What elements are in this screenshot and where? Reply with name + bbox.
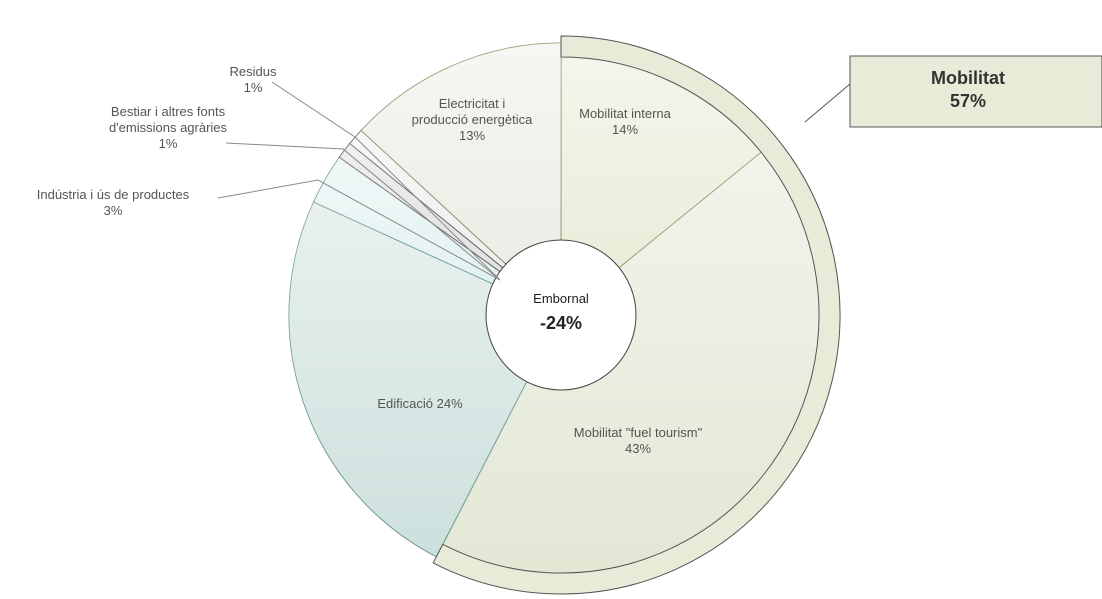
label-residus: Residus 1% <box>230 64 277 95</box>
callout-connector <box>804 83 851 123</box>
center-circle <box>485 239 637 391</box>
callout-box-mobilitat <box>849 55 1102 128</box>
label-bestiar: Bestiar i altres fonts d'emissions agràri… <box>109 104 228 151</box>
leader-line-bestiar <box>225 142 501 281</box>
leader-line-residus <box>271 81 501 281</box>
label-industria: Indústria i ús de productes 3% <box>37 187 190 218</box>
group-arc-mobilitat <box>432 35 841 595</box>
label-edificacio: Edificació 24% <box>377 396 463 411</box>
center-value: -24% <box>540 313 582 333</box>
slice-shade-electricitat <box>361 43 561 315</box>
label-mobilitat-fuel-tourism: Mobilitat "fuel tourism" 43% <box>574 425 703 456</box>
label-mobilitat-interna: Mobilitat interna 14% <box>579 106 672 137</box>
slice-shade-mobilitat-fuel-tourism <box>436 143 833 587</box>
callout-label-mobilitat: Mobilitat 57% <box>931 68 1005 111</box>
label-electricitat: Electricitat i producció energètica 13% <box>412 96 533 143</box>
leader-line-industria <box>217 179 501 281</box>
center-label: Embornal <box>533 291 589 306</box>
